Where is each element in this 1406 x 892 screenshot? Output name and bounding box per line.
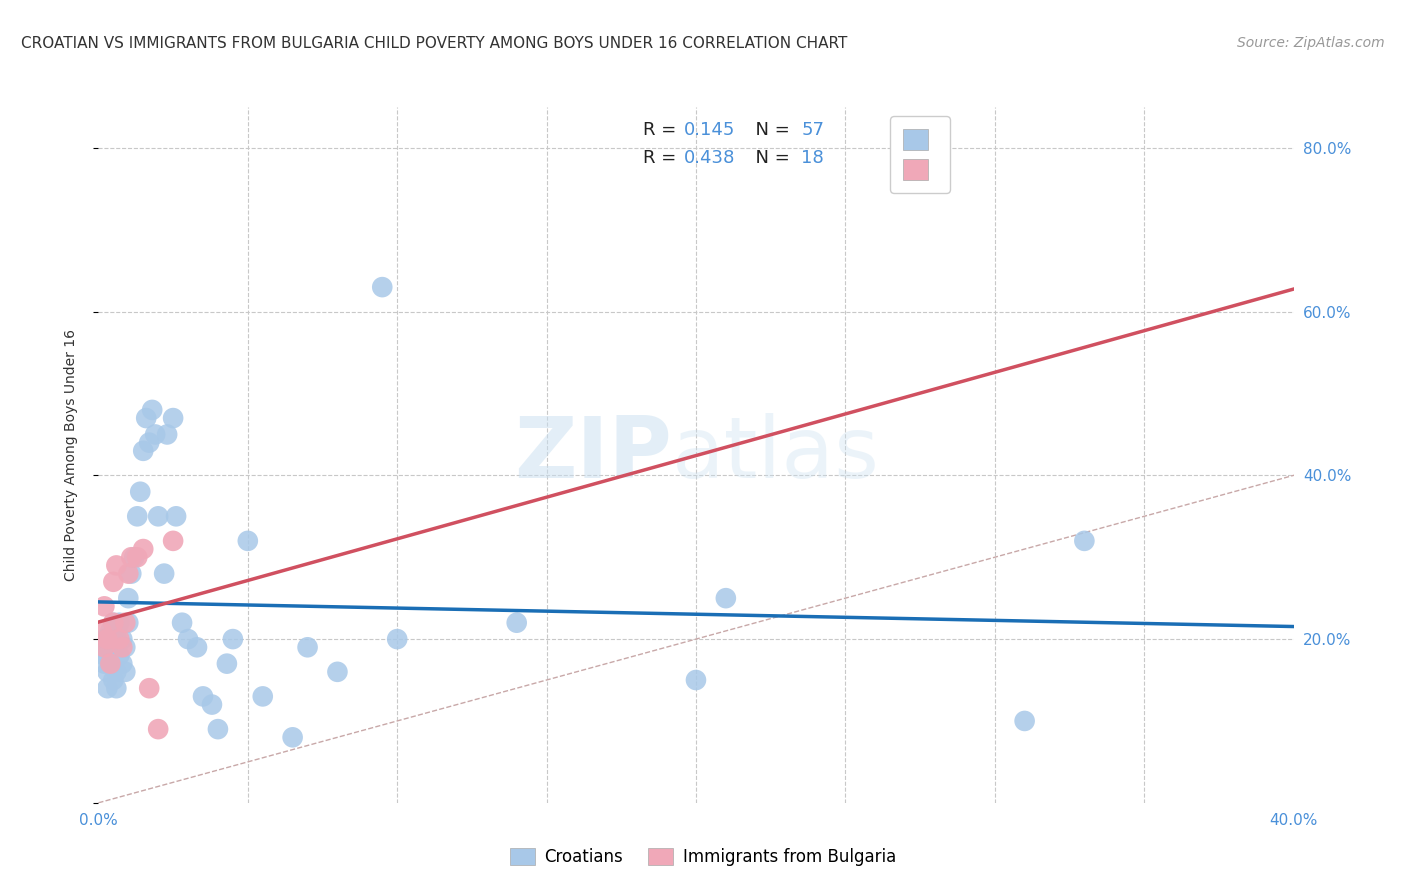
Point bbox=[108, 632, 131, 646]
Point bbox=[162, 533, 184, 548]
Point bbox=[108, 648, 131, 663]
Point bbox=[685, 673, 707, 687]
Point bbox=[105, 632, 128, 646]
Text: R =: R = bbox=[644, 121, 682, 139]
Point bbox=[1073, 533, 1095, 548]
Point bbox=[117, 566, 139, 581]
Point bbox=[162, 411, 184, 425]
Point bbox=[129, 484, 152, 499]
Text: R =: R = bbox=[644, 149, 682, 167]
Point bbox=[98, 657, 122, 671]
Point bbox=[143, 427, 166, 442]
Point bbox=[138, 435, 160, 450]
Text: atlas: atlas bbox=[672, 413, 880, 497]
Point bbox=[103, 574, 125, 589]
Point bbox=[201, 698, 224, 712]
Text: N =: N = bbox=[744, 149, 796, 167]
Point bbox=[132, 443, 155, 458]
Point bbox=[117, 591, 139, 606]
Point bbox=[252, 690, 274, 704]
Point bbox=[281, 731, 304, 745]
Point bbox=[114, 615, 136, 630]
Point bbox=[172, 615, 194, 630]
Point bbox=[132, 542, 155, 557]
Text: ZIP: ZIP bbox=[515, 413, 672, 497]
Point bbox=[105, 558, 128, 573]
Text: 0.145: 0.145 bbox=[685, 121, 735, 139]
Point bbox=[93, 648, 115, 663]
Point bbox=[103, 640, 125, 655]
Point bbox=[90, 624, 112, 638]
Point bbox=[93, 632, 115, 646]
Point bbox=[236, 533, 259, 548]
Point bbox=[371, 280, 394, 294]
Point bbox=[108, 615, 131, 630]
Point bbox=[222, 632, 245, 646]
Point bbox=[135, 411, 157, 425]
Text: 57: 57 bbox=[801, 121, 824, 139]
Point bbox=[177, 632, 200, 646]
Point bbox=[93, 640, 115, 655]
Point bbox=[506, 615, 529, 630]
Point bbox=[114, 665, 136, 679]
Point bbox=[98, 657, 122, 671]
Point bbox=[96, 632, 118, 646]
Point bbox=[120, 550, 142, 565]
Point bbox=[207, 722, 229, 736]
Point bbox=[385, 632, 409, 646]
Point bbox=[165, 509, 187, 524]
Point bbox=[124, 550, 146, 565]
Point bbox=[117, 615, 139, 630]
Point bbox=[120, 566, 142, 581]
Point bbox=[111, 632, 134, 646]
Point bbox=[191, 690, 214, 704]
Point bbox=[103, 615, 125, 630]
Text: Source: ZipAtlas.com: Source: ZipAtlas.com bbox=[1237, 36, 1385, 50]
Point bbox=[103, 615, 125, 630]
Point bbox=[1014, 714, 1036, 728]
Point bbox=[297, 640, 319, 655]
Point bbox=[714, 591, 737, 606]
Point bbox=[93, 599, 115, 614]
Point bbox=[96, 681, 118, 696]
Point bbox=[156, 427, 179, 442]
Text: CROATIAN VS IMMIGRANTS FROM BULGARIA CHILD POVERTY AMONG BOYS UNDER 16 CORRELATI: CROATIAN VS IMMIGRANTS FROM BULGARIA CHI… bbox=[21, 36, 848, 51]
Point bbox=[141, 403, 163, 417]
Point bbox=[148, 509, 170, 524]
Point bbox=[93, 657, 115, 671]
Point bbox=[98, 624, 122, 638]
Point bbox=[127, 550, 149, 565]
Point bbox=[111, 657, 134, 671]
Point bbox=[114, 640, 136, 655]
Point bbox=[138, 681, 160, 696]
Text: 0.438: 0.438 bbox=[685, 149, 735, 167]
Point bbox=[96, 640, 118, 655]
Point bbox=[111, 640, 134, 655]
Point bbox=[103, 673, 125, 687]
Point bbox=[148, 722, 170, 736]
Point bbox=[96, 665, 118, 679]
Y-axis label: Child Poverty Among Boys Under 16: Child Poverty Among Boys Under 16 bbox=[63, 329, 77, 581]
Point bbox=[186, 640, 208, 655]
Text: 18: 18 bbox=[801, 149, 824, 167]
Point bbox=[326, 665, 349, 679]
Point bbox=[105, 665, 128, 679]
Point bbox=[105, 681, 128, 696]
Legend: , : , bbox=[890, 116, 950, 193]
Text: N =: N = bbox=[744, 121, 796, 139]
Point bbox=[215, 657, 238, 671]
Point bbox=[127, 509, 149, 524]
Legend: Croatians, Immigrants from Bulgaria: Croatians, Immigrants from Bulgaria bbox=[501, 840, 905, 875]
Point bbox=[153, 566, 176, 581]
Point bbox=[90, 640, 112, 655]
